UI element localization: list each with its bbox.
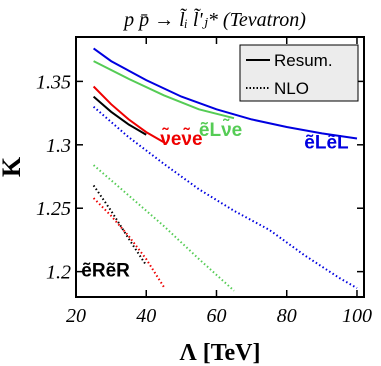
x-tick-label: 80	[277, 305, 297, 327]
legend-label-resum: Resum.	[274, 51, 333, 70]
x-tick-label: 20	[66, 305, 86, 327]
x-axis-label: Λ [TeV]	[180, 340, 261, 366]
legend: Resum. NLO	[240, 45, 358, 101]
y-tick-label: 1.3	[46, 135, 71, 157]
legend-label-nlo: NLO	[274, 79, 309, 98]
x-tick-label: 60	[206, 305, 226, 327]
label-eLeL: ẽLẽL	[304, 133, 349, 154]
y-tick-label: 1.25	[36, 198, 71, 220]
y-axis-label: K	[0, 156, 26, 177]
y-tick-label: 1.2	[46, 262, 71, 284]
x-tick-label: 40	[136, 305, 156, 327]
series-1-resum-line	[94, 61, 234, 118]
chart-title: p p̄ → l̃ᵢ l̃'ⱼ* (Tevatron)	[122, 7, 306, 31]
label-eLnue: ẽLν̃e	[199, 118, 242, 141]
series-3-resum-line	[94, 97, 147, 135]
series-3-nlo-line	[94, 185, 147, 265]
y-tick-label: 1.35	[36, 71, 71, 93]
label-eReR: ẽRẽR	[81, 261, 130, 282]
x-tick-label: 100	[342, 305, 372, 327]
series-2-resum-line	[94, 87, 164, 143]
label-nuenue: ν̃eν̃e	[160, 127, 202, 150]
